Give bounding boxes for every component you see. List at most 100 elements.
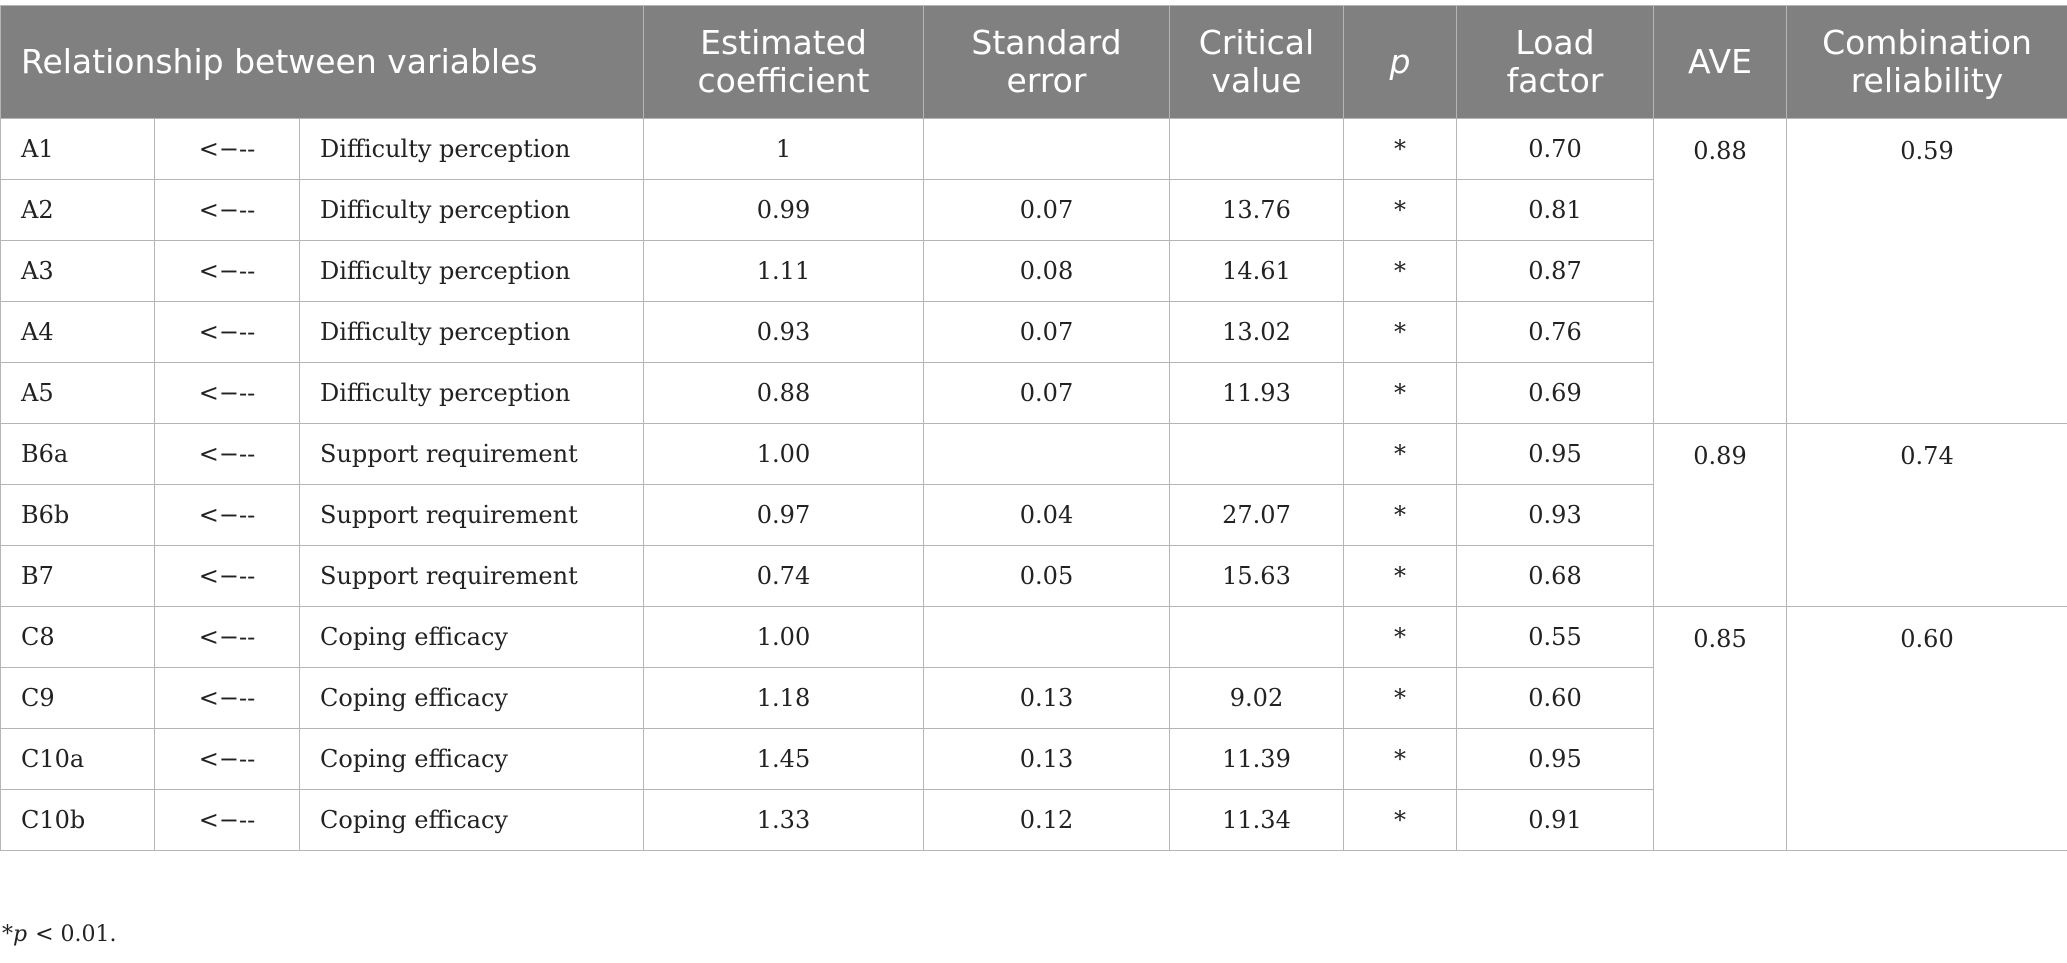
table-cell: <−--: [154, 179, 300, 241]
table-cell: 11.39: [1169, 728, 1344, 790]
table-cell: 0.93: [1456, 484, 1654, 546]
table-cell: <−--: [154, 301, 300, 363]
table-cell: [1169, 423, 1344, 485]
table-row: A5 <−-- Difficulty perception 0.88 0.07 11.93…: [0, 362, 2067, 424]
table-cell: 0.60: [1456, 667, 1654, 729]
table-cell: 27.07: [1169, 484, 1344, 546]
table-cell: A2: [0, 179, 155, 241]
table-cell: B6b: [0, 484, 155, 546]
table-cell: 1.33: [643, 789, 924, 851]
table-row: B6b <−-- Support requirement 0.97 0.04 27.07 *…: [0, 484, 2067, 546]
table-cell: *: [1343, 240, 1457, 302]
footnote-marker: *: [2, 922, 13, 947]
table-cell: 0.76: [1456, 301, 1654, 363]
table-cell: 0.87: [1456, 240, 1654, 302]
header-row: Relationship between variables Estimated …: [0, 5, 2067, 119]
table-cell: 11.34: [1169, 789, 1344, 851]
header-cell: Critical value: [1169, 5, 1344, 119]
table-cell: [1169, 118, 1344, 180]
table-cell: <−--: [154, 606, 300, 668]
reliability-cell: 0.60: [1786, 606, 2067, 851]
table-cell: 0.04: [923, 484, 1170, 546]
table-cell: *: [1343, 362, 1457, 424]
table-cell: <−--: [154, 423, 300, 485]
table-cell: Coping efficacy: [299, 728, 644, 790]
table-cell: A1: [0, 118, 155, 180]
table-cell: [1169, 606, 1344, 668]
table-body: A1 <−-- Difficulty perception 1 * 0.70 0.88 0.5…: [0, 118, 2067, 851]
table-cell: 1.00: [643, 423, 924, 485]
table-cell: B6a: [0, 423, 155, 485]
table-cell: 0.93: [643, 301, 924, 363]
header-cell: Combination reliability: [1786, 5, 2067, 119]
table-cell: 1: [643, 118, 924, 180]
table-cell: 13.76: [1169, 179, 1344, 241]
table-cell: 0.74: [643, 545, 924, 607]
table-cell: C9: [0, 667, 155, 729]
table-cell: Support requirement: [299, 484, 644, 546]
ave-cell: 0.89: [1653, 423, 1787, 607]
table-cell: C10a: [0, 728, 155, 790]
table-cell: C10b: [0, 789, 155, 851]
table-cell: <−--: [154, 484, 300, 546]
table-cell: Coping efficacy: [299, 789, 644, 851]
table-row: C9 <−-- Coping efficacy 1.18 0.13 9.02 * 0.60: [0, 667, 2067, 729]
header-cell: AVE: [1653, 5, 1787, 119]
table-row: C8 <−-- Coping efficacy 1.00 * 0.55 0.85 0.60: [0, 606, 2067, 851]
table-row: C10b <−-- Coping efficacy 1.33 0.12 11.34 * 0.9…: [0, 789, 2067, 851]
table-cell: Difficulty perception: [299, 301, 644, 363]
table-cell: *: [1343, 301, 1457, 363]
table-cell: C8: [0, 606, 155, 668]
table-cell: [923, 606, 1170, 668]
table-cell: 0.88: [643, 362, 924, 424]
table-cell: <−--: [154, 789, 300, 851]
table-cell: 14.61: [1169, 240, 1344, 302]
table-cell: 11.93: [1169, 362, 1344, 424]
table-cell: *: [1343, 484, 1457, 546]
table-cell: 0.81: [1456, 179, 1654, 241]
header-cell: p: [1343, 5, 1457, 119]
footnote-text: < 0.01.: [35, 922, 117, 947]
table-cell: Difficulty perception: [299, 179, 644, 241]
table-cell: 0.70: [1456, 118, 1654, 180]
table-cell: *: [1343, 789, 1457, 851]
table-cell: 0.07: [923, 179, 1170, 241]
table-cell: <−--: [154, 728, 300, 790]
table-cell: 0.07: [923, 362, 1170, 424]
table-cell: 0.55: [1456, 606, 1654, 668]
table-row: A1 <−-- Difficulty perception 1 * 0.70 0.88 0.5…: [0, 118, 2067, 424]
table-cell: 1.00: [643, 606, 924, 668]
table-cell: *: [1343, 545, 1457, 607]
table-cell: [923, 423, 1170, 485]
footnote: *p < 0.01.: [2, 922, 117, 947]
table-cell: 0.12: [923, 789, 1170, 851]
header-cell: Relationship between variables: [0, 5, 644, 119]
table-cell: 0.13: [923, 728, 1170, 790]
table-cell: 0.95: [1456, 423, 1654, 485]
table-cell: 0.05: [923, 545, 1170, 607]
table-cell: *: [1343, 606, 1457, 668]
table-cell: Support requirement: [299, 423, 644, 485]
table-cell: Coping efficacy: [299, 606, 644, 668]
table-cell: 13.02: [1169, 301, 1344, 363]
table-cell: *: [1343, 423, 1457, 485]
table-cell: *: [1343, 667, 1457, 729]
table-cell: Support requirement: [299, 545, 644, 607]
table-cell: <−--: [154, 362, 300, 424]
header-cell: Standard error: [923, 5, 1170, 119]
table-cell: 0.13: [923, 667, 1170, 729]
table-cell: Coping efficacy: [299, 667, 644, 729]
table-cell: 0.95: [1456, 728, 1654, 790]
header-cell: Load factor: [1456, 5, 1654, 119]
table-row: A4 <−-- Difficulty perception 0.93 0.07 13.02…: [0, 301, 2067, 363]
table-cell: <−--: [154, 240, 300, 302]
header-cell: Estimated coefficient: [643, 5, 924, 119]
table-cell: 0.08: [923, 240, 1170, 302]
table-cell: A4: [0, 301, 155, 363]
table-row: A3 <−-- Difficulty perception 1.11 0.08 14.61…: [0, 240, 2067, 302]
table-cell: 15.63: [1169, 545, 1344, 607]
table-cell: 0.97: [643, 484, 924, 546]
table-cell: [923, 118, 1170, 180]
reliability-cell: 0.59: [1786, 118, 2067, 424]
